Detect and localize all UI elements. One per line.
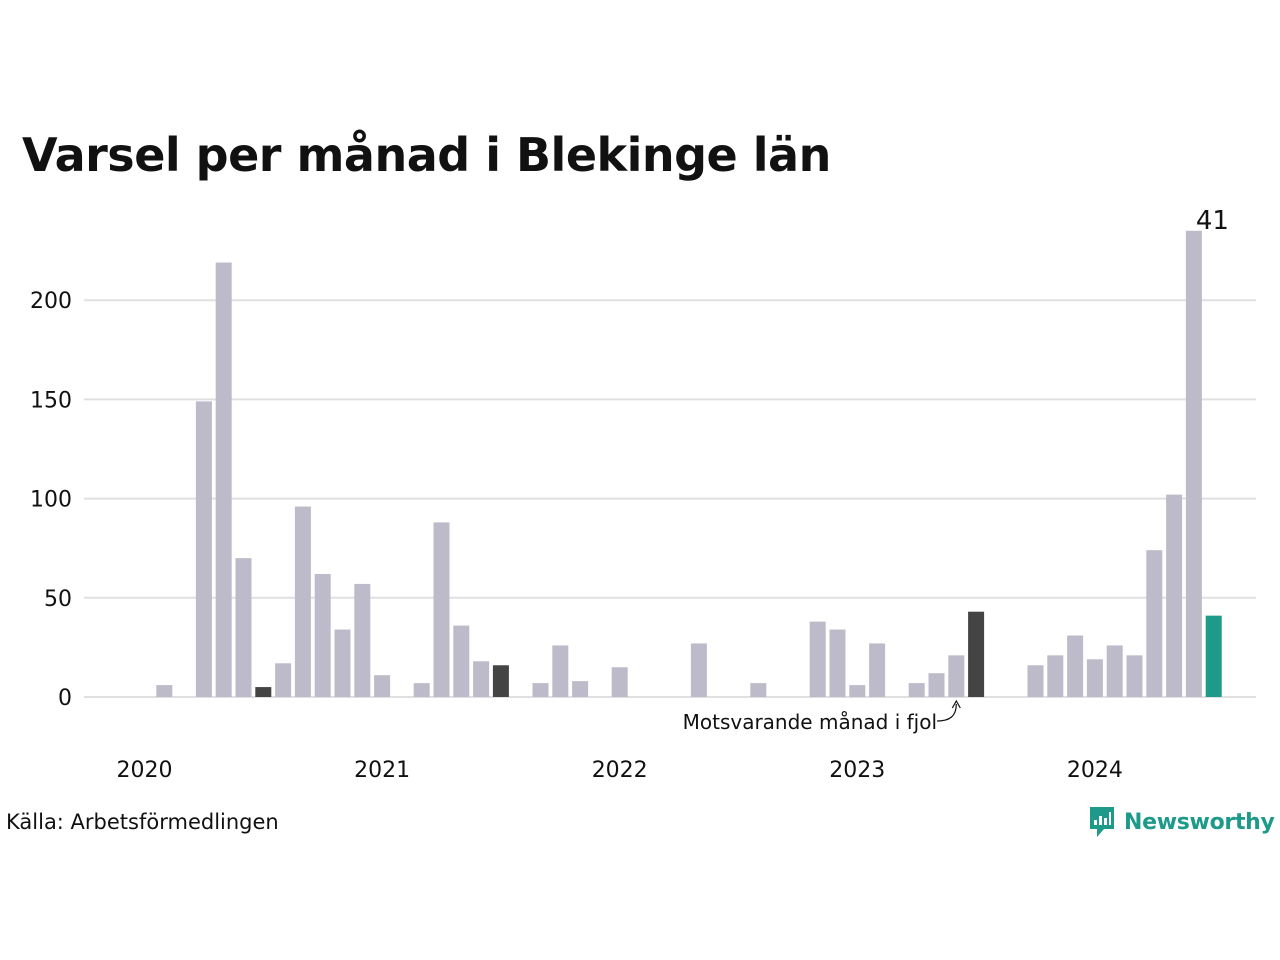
y-tick-label: 50 — [44, 587, 72, 612]
bar-31 — [750, 683, 767, 697]
bar-48 — [1086, 659, 1103, 697]
data-label: 41 — [1196, 206, 1229, 236]
x-tick-label: 2022 — [592, 758, 648, 783]
bar-34 — [809, 621, 826, 697]
bar-9 — [314, 573, 331, 697]
bar-54 — [1205, 615, 1222, 697]
annotation-text: Motsvarande månad i fjol — [683, 710, 937, 734]
annotation: Motsvarande månad i fjol — [683, 699, 961, 734]
bars — [156, 230, 1222, 697]
annotation-arrowhead — [951, 699, 961, 709]
source-note: Källa: Arbetsförmedlingen — [6, 810, 279, 834]
bar-11 — [354, 583, 371, 697]
bar-7 — [275, 663, 292, 697]
x-tick-label: 2020 — [117, 758, 173, 783]
bar-46 — [1047, 655, 1064, 697]
annotation-arrow — [936, 703, 957, 722]
y-tick-label: 100 — [30, 488, 72, 513]
x-tick-label: 2021 — [354, 758, 410, 783]
bar-40 — [928, 673, 945, 697]
bar-36 — [849, 685, 866, 697]
bar-42 — [968, 611, 985, 697]
bar-28 — [690, 643, 707, 697]
bar-45 — [1027, 665, 1044, 697]
bar-3 — [195, 401, 212, 697]
bar-52 — [1166, 494, 1183, 697]
bar-17 — [473, 661, 490, 697]
bar-35 — [829, 629, 846, 697]
y-tick-label: 150 — [30, 388, 72, 413]
bar-53 — [1185, 230, 1202, 697]
bar-14 — [413, 683, 430, 697]
y-tick-label: 200 — [30, 289, 72, 314]
bar-22 — [572, 681, 589, 697]
bar-8 — [294, 506, 311, 697]
y-tick-label: 0 — [58, 686, 72, 711]
bar-37 — [869, 643, 886, 697]
x-tick-label: 2024 — [1067, 758, 1123, 783]
newsworthy-logo-icon — [1090, 807, 1114, 837]
bar-chart: 0 50 100 150 200 2020 2021 2022 2023 2024 41 Mot… — [30, 206, 1256, 783]
newsworthy-logo: Newsworthy — [1088, 804, 1275, 840]
bar-49 — [1106, 645, 1123, 697]
bar-6 — [255, 687, 272, 697]
bar-24 — [611, 667, 628, 697]
x-tick-label: 2023 — [829, 758, 885, 783]
bar-50 — [1126, 655, 1143, 697]
bar-10 — [334, 629, 351, 697]
bar-39 — [908, 683, 925, 697]
data-labels: 41 — [1196, 206, 1229, 236]
bar-16 — [453, 625, 470, 697]
bar-12 — [374, 675, 391, 697]
bar-20 — [532, 683, 549, 697]
bar-5 — [235, 558, 252, 697]
brand-name: Newsworthy — [1124, 809, 1275, 835]
bar-41 — [948, 655, 965, 697]
bar-4 — [215, 262, 232, 697]
x-axis: 2020 2021 2022 2023 2024 — [117, 758, 1123, 783]
bar-18 — [492, 665, 509, 697]
chart-title: Varsel per månad i Blekinge län — [22, 128, 831, 182]
bar-15 — [433, 522, 450, 697]
bar-1 — [156, 685, 173, 697]
bar-51 — [1146, 550, 1163, 697]
bar-47 — [1067, 635, 1084, 697]
bar-21 — [552, 645, 569, 697]
y-axis: 0 50 100 150 200 — [30, 289, 72, 711]
